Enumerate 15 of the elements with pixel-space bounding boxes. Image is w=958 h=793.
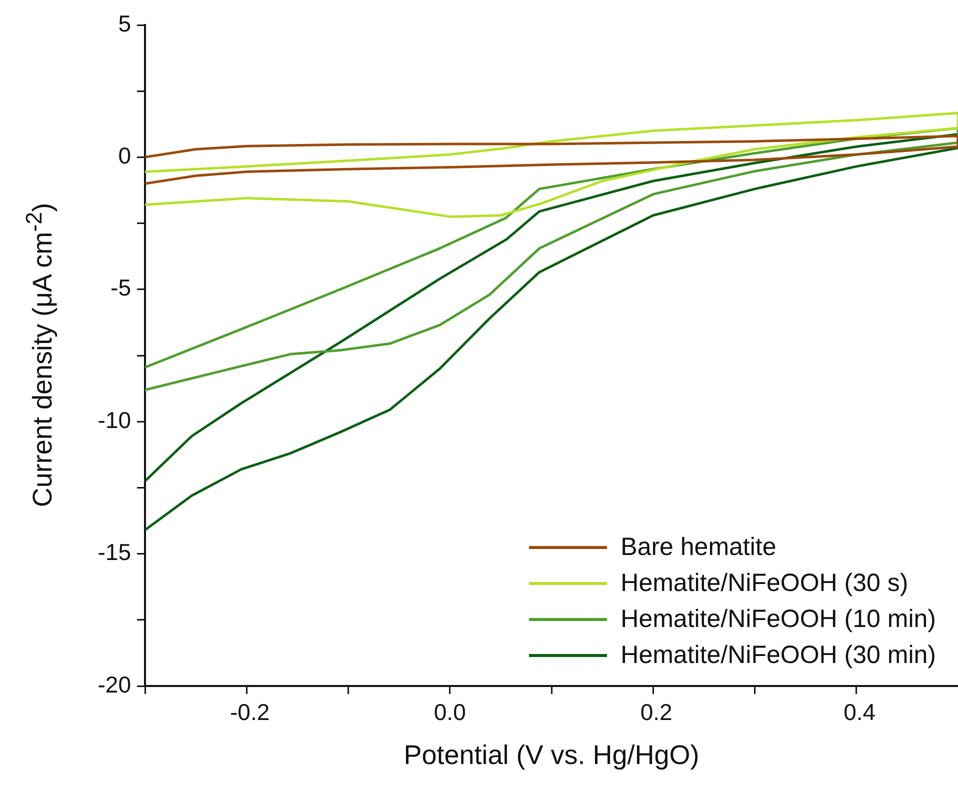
legend-label: Hematite/NiFeOOH (30 s) bbox=[620, 568, 908, 598]
legend-label: Hematite/NiFeOOH (30 min) bbox=[620, 640, 936, 670]
x-tick-label: 0.4 bbox=[837, 699, 876, 726]
y-tick-label: 5 bbox=[112, 10, 131, 36]
x-axis-title: Potential (V vs. Hg/HgO) bbox=[402, 740, 700, 771]
y-tick-label: -10 bbox=[91, 406, 131, 433]
y-tick-label: 0 bbox=[112, 142, 131, 169]
y-tick-label: -20 bbox=[91, 671, 131, 698]
x-tick-label: -0.2 bbox=[224, 699, 270, 726]
y-tick-label: -15 bbox=[91, 539, 131, 566]
x-tick-label: 0.0 bbox=[434, 699, 466, 726]
y-tick-label: -5 bbox=[104, 274, 131, 301]
x-tick-label: 0.2 bbox=[634, 699, 672, 726]
legend-label: Bare hematite bbox=[620, 532, 776, 562]
legend-label: Hematite/NiFeOOH (10 min) bbox=[620, 604, 936, 634]
